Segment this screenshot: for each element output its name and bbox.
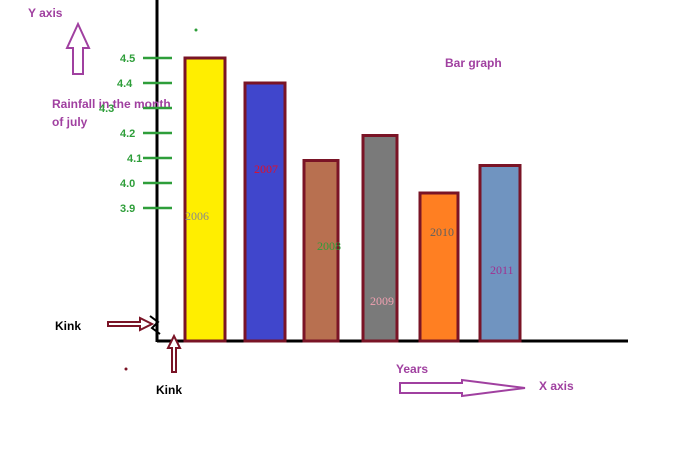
y-tick-label: 4.2	[120, 128, 135, 140]
bar-2011	[478, 164, 522, 343]
y-axis-label-line-1: Rainfall in the month	[52, 97, 171, 111]
bar-2007	[243, 81, 287, 343]
bar-label-2007: 2007	[254, 162, 278, 176]
bars: 2006 2007 2008 2009 2010 2011	[183, 56, 522, 343]
bar-label-2011: 2011	[490, 263, 514, 277]
stray-dot-red	[124, 367, 128, 371]
y-axis-name: Y axis	[28, 6, 63, 20]
chart-title: Bar graph	[445, 56, 502, 70]
kink-label-bottom: Kink	[156, 383, 182, 397]
bar-2008	[302, 159, 340, 343]
bar-2006	[183, 56, 227, 343]
bar-2010	[418, 191, 460, 343]
x-axis-label: Years	[396, 362, 428, 376]
x-axis-name: X axis	[539, 379, 574, 393]
x-axis-arrow-icon	[399, 378, 526, 398]
bar-label-2009: 2009	[370, 294, 394, 308]
y-tick-label: 4.1	[127, 153, 142, 165]
kink-arrow-up-icon	[166, 333, 182, 373]
y-ticks: 3.9 4.0 4.1 4.2 4.3 4.4 4.5	[99, 53, 172, 215]
y-tick-label: 4.4	[117, 78, 133, 90]
y-axis-arrow-icon	[65, 21, 91, 75]
bar-label-2006: 2006	[185, 209, 209, 223]
bar-label-2010: 2010	[430, 225, 454, 239]
y-tick-label: 3.9	[120, 203, 135, 215]
stray-dot-green	[194, 28, 198, 32]
bar-label-2008: 2008	[317, 239, 341, 253]
y-tick-label: 4.5	[120, 53, 135, 65]
y-axis-label: Rainfall in the month of july	[52, 97, 174, 129]
bar-2009	[361, 134, 399, 343]
kink-label-left: Kink	[55, 319, 81, 333]
kink-arrow-left-icon	[107, 316, 155, 332]
y-tick-label: 4.0	[120, 178, 135, 190]
y-tick-label: 4.3	[99, 103, 114, 115]
kink-zigzag-icon	[149, 315, 161, 335]
y-axis-label-line-2: of july	[52, 115, 88, 129]
